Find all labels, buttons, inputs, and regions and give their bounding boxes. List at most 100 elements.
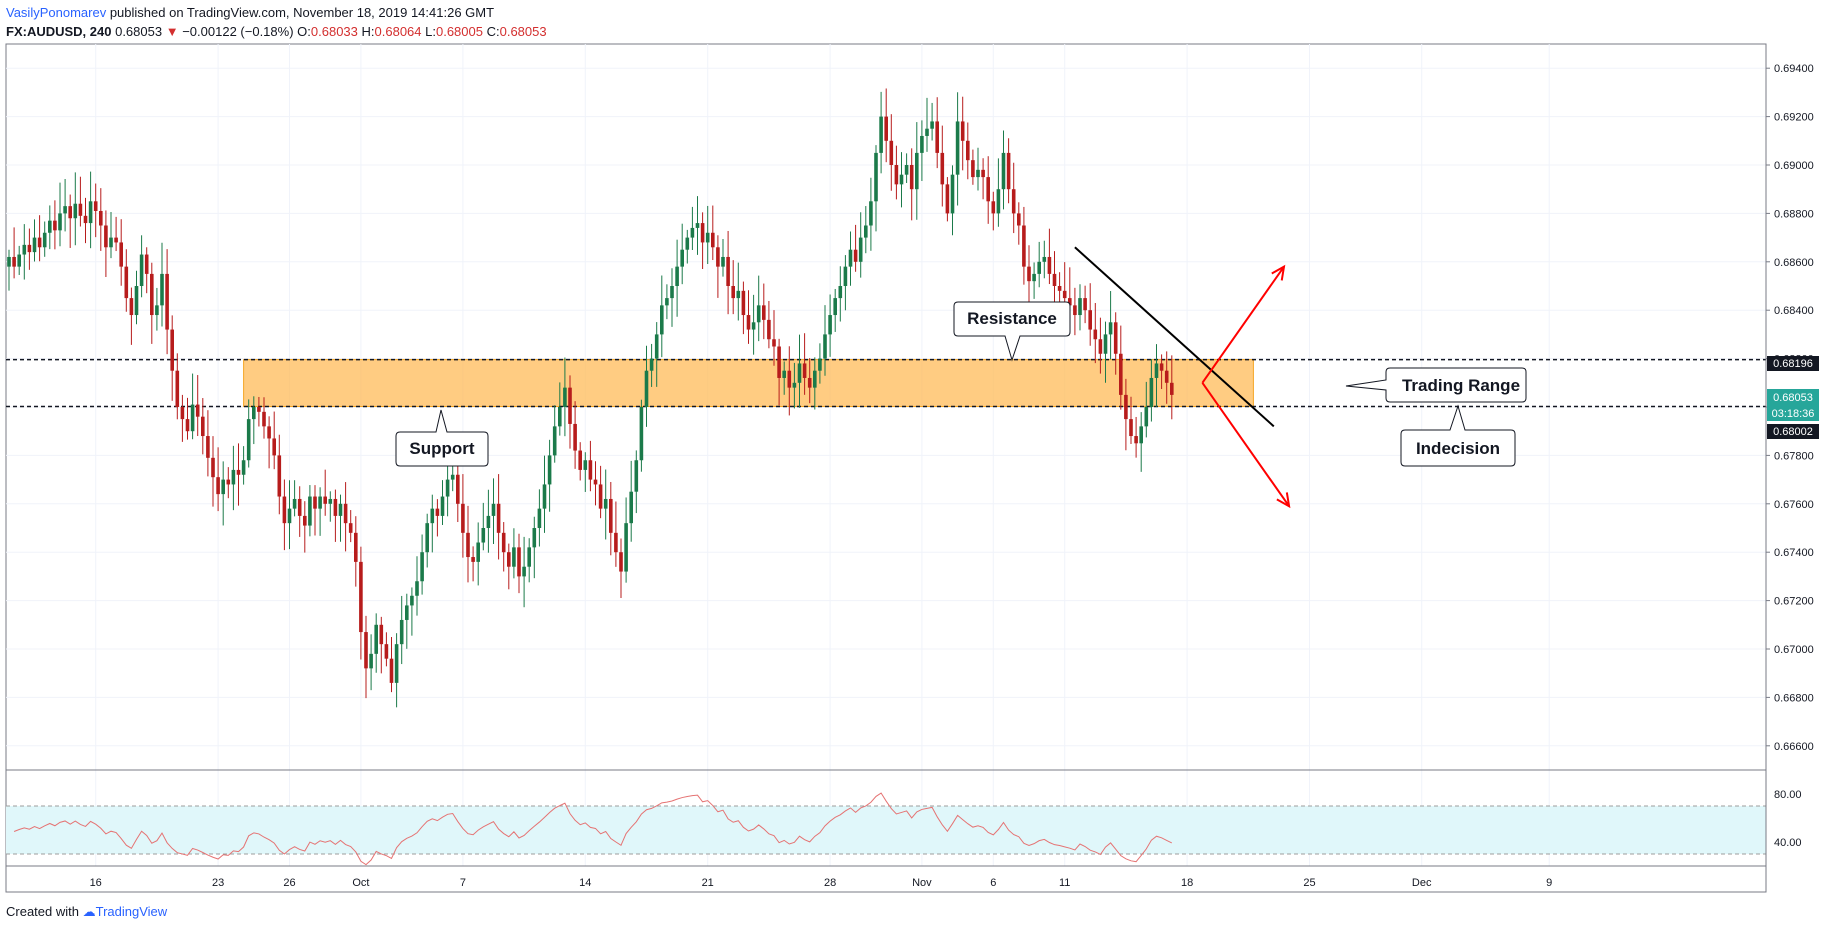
- candle-up: [440, 496, 445, 516]
- candle-up: [792, 382, 797, 388]
- candle-down: [27, 244, 32, 253]
- candle-up: [782, 370, 786, 378]
- candle-up: [680, 249, 684, 267]
- time-tick-label: Oct: [352, 877, 369, 889]
- candle-down: [609, 498, 613, 533]
- candle-up: [374, 624, 378, 654]
- trading-range-callout[interactable]: Trading Range: [1345, 367, 1527, 403]
- candle-down: [966, 140, 970, 161]
- candle-up: [512, 547, 516, 567]
- candle-up: [369, 653, 373, 669]
- candle-up: [864, 225, 868, 238]
- candle-down: [282, 496, 287, 524]
- candle-up: [552, 426, 557, 456]
- candle-down: [971, 160, 975, 178]
- candle-up: [445, 479, 450, 497]
- candle-down: [165, 273, 169, 330]
- low-value: 0.68005: [435, 24, 483, 39]
- candle-down: [78, 203, 83, 216]
- candle-down: [889, 140, 894, 165]
- candle-up: [705, 232, 710, 243]
- candle-up: [537, 508, 542, 528]
- candle-up: [925, 128, 929, 136]
- candle-down: [206, 436, 210, 458]
- candle-up: [629, 491, 633, 524]
- candle-down: [277, 455, 282, 497]
- candle-down: [762, 305, 766, 320]
- high-value: 0.68064: [374, 24, 422, 39]
- author-link[interactable]: VasilyPonomarev: [6, 5, 107, 20]
- candle-down: [1098, 339, 1103, 354]
- time-tick-label: 25: [1303, 877, 1315, 889]
- candle-down: [991, 201, 996, 214]
- candle-down: [12, 256, 16, 267]
- tradingview-link[interactable]: TradingView: [95, 904, 168, 919]
- candle-down: [1047, 256, 1052, 274]
- candle-up: [751, 322, 756, 330]
- candle-down: [853, 249, 858, 262]
- trading-range-zone[interactable]: [243, 359, 1254, 408]
- candle-up: [63, 206, 67, 214]
- candle-up: [823, 334, 827, 359]
- last-price-tag: [1767, 389, 1819, 421]
- time-tick-label: 6: [990, 877, 996, 889]
- candle-up: [828, 315, 832, 335]
- candle-down: [802, 363, 807, 378]
- low-label: L:: [425, 24, 436, 39]
- time-tick-label: 26: [283, 877, 295, 889]
- last-price: 0.68053: [115, 24, 163, 39]
- candle-down: [1052, 273, 1057, 286]
- resistance-callout[interactable]: Resistance: [953, 301, 1071, 362]
- support-callout[interactable]: Support: [395, 409, 489, 467]
- candle-down: [588, 460, 593, 480]
- high-label: H:: [361, 24, 375, 39]
- price-axis[interactable]: 0.69400 0.69200 0.69000 0.68800 0.68600 0.684…: [1766, 63, 1814, 849]
- candle-down: [170, 329, 174, 371]
- candlestick-series: [7, 88, 1174, 708]
- candle-up: [1078, 298, 1082, 316]
- candle-up: [481, 528, 486, 543]
- candle-down: [568, 387, 572, 424]
- candle-up: [328, 498, 333, 504]
- price-tick-label: 0.66600: [1774, 741, 1814, 753]
- candle-down: [297, 498, 302, 516]
- candle-up: [1154, 363, 1159, 378]
- candle-down: [1093, 329, 1098, 340]
- candle-down: [104, 225, 108, 248]
- candle-up: [527, 547, 531, 567]
- candle-down: [1119, 353, 1123, 395]
- candle-up: [976, 169, 980, 178]
- time-tick-label: 18: [1181, 877, 1193, 889]
- candle-down: [772, 339, 776, 347]
- candle-up: [1139, 426, 1143, 444]
- created-with-text: Created with: [6, 904, 79, 919]
- candle-down: [201, 416, 205, 437]
- candle-up: [58, 213, 62, 231]
- symbol-label: FX:AUDUSD, 240: [6, 24, 112, 39]
- candle-up: [813, 370, 817, 388]
- indecision-callout[interactable]: Indecision: [1400, 404, 1516, 467]
- trend-line: [1074, 246, 1275, 428]
- time-tick-label: Dec: [1412, 877, 1432, 889]
- candle-up: [476, 542, 480, 562]
- candle-down: [384, 644, 389, 659]
- candle-up: [660, 305, 664, 335]
- price-tick-label: 0.66800: [1774, 692, 1814, 704]
- candle-up: [155, 305, 159, 316]
- candle-up: [48, 220, 52, 233]
- candle-down: [578, 450, 582, 470]
- candle-down: [257, 407, 261, 412]
- price-tick-label: 0.67000: [1774, 644, 1814, 656]
- time-axis[interactable]: 16 23 26 Oct 7 14 21 28 Nov 6 11 18 25 Dec 9: [90, 877, 1553, 889]
- candle-down: [211, 457, 215, 478]
- time-tick-label: 7: [460, 877, 466, 889]
- candle-down: [272, 438, 276, 456]
- chart-frame: [5, 43, 1767, 893]
- candle-down: [185, 419, 190, 432]
- candle-up: [649, 358, 654, 371]
- arrow-shaft: [1201, 266, 1285, 384]
- candle-down: [894, 165, 899, 185]
- candle-down: [1006, 152, 1011, 190]
- candle-down: [354, 532, 358, 562]
